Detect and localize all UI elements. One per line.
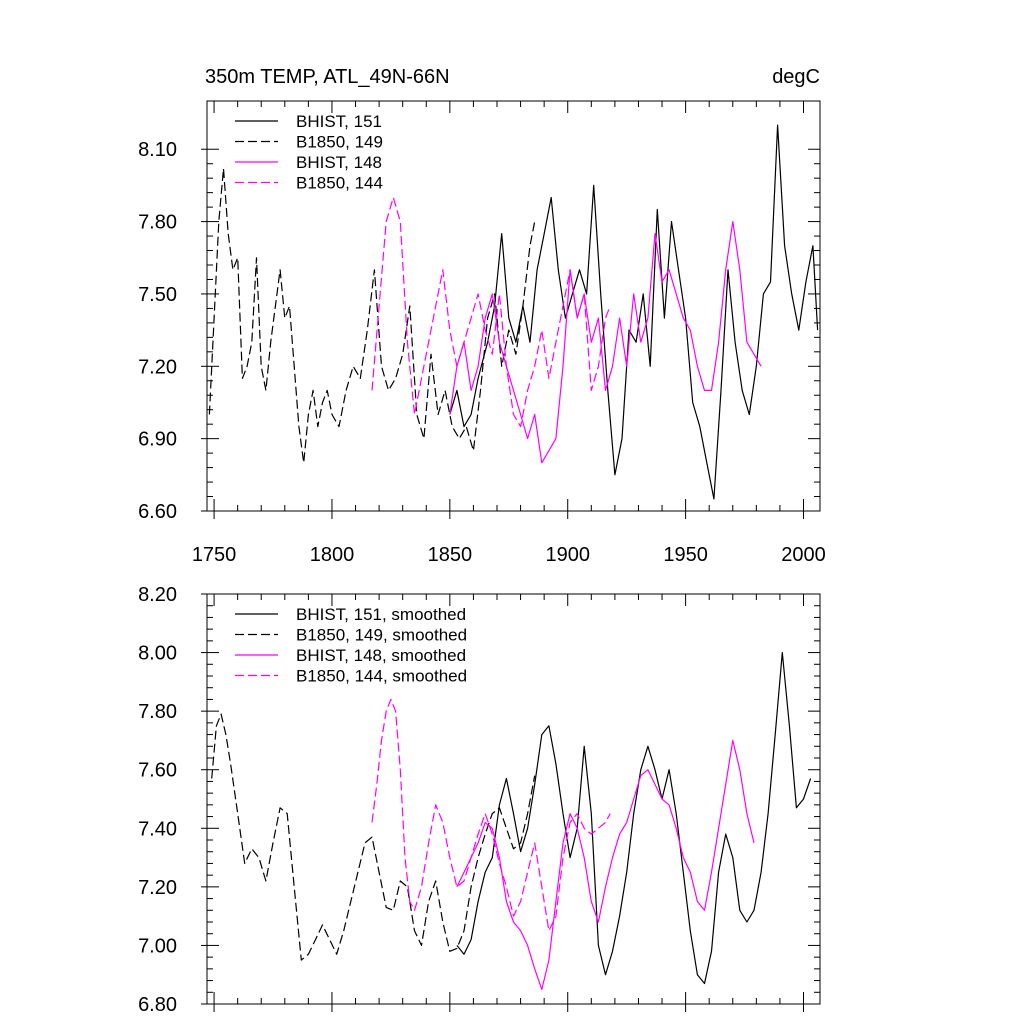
top-chart-title: 350m TEMP, ATL_49N-66N <box>205 66 450 88</box>
legend-label: B1850, 144 <box>296 174 383 193</box>
top-series <box>208 124 819 500</box>
bottom-series-line-2 <box>211 713 536 961</box>
bottom-series-line-3 <box>456 739 755 991</box>
top-chart-units: degC <box>772 66 820 88</box>
y-tick-label: 6.80 <box>138 994 177 1016</box>
y-tick-label: 8.00 <box>138 643 177 665</box>
legend-label: BHIST, 151, smoothed <box>296 605 466 624</box>
legend-label: BHIST, 148 <box>296 153 382 172</box>
y-tick-label: 8.10 <box>138 139 177 161</box>
bottom-tick-labels: 6.80 7.00 7.20 7.40 7.60 7.80 8.00 8.20 <box>138 584 177 1016</box>
x-tick-label: 1850 <box>428 544 473 566</box>
y-tick-label: 7.20 <box>138 877 177 899</box>
x-tick-label: 1750 <box>192 544 237 566</box>
y-tick-label: 7.00 <box>138 935 177 957</box>
y-tick-label: 7.20 <box>138 356 177 378</box>
y-tick-label: 8.20 <box>138 584 177 606</box>
bottom-axis-ticks <box>201 593 820 1012</box>
top-plot-frame <box>206 100 821 512</box>
bottom-legend: BHIST, 151, smoothed B1850, 149, smoothed… <box>235 605 467 686</box>
legend-label: BHIST, 148, smoothed <box>296 646 466 665</box>
top-tick-labels: 1750 1800 1850 1900 1950 2000 6.60 6.90 7.20 7.50… <box>138 139 826 566</box>
bottom-plot-frame <box>206 593 821 1005</box>
y-tick-label: 7.60 <box>138 760 177 782</box>
bottom-panel: 6.80 7.00 7.20 7.40 7.60 7.80 8.00 8.20 BHIST, … <box>138 584 821 1016</box>
top-series-line-4 <box>371 196 611 428</box>
x-tick-label: 2000 <box>781 544 826 566</box>
top-series-line-2 <box>208 167 536 464</box>
legend-label: B1850, 149, smoothed <box>296 626 467 645</box>
legend-label: B1850, 144, smoothed <box>296 667 467 686</box>
bottom-series <box>211 651 812 991</box>
top-panel: 350m TEMP, ATL_49N-66N degC 1750 1800 1850… <box>138 66 826 566</box>
bottom-series-line-4 <box>371 698 611 932</box>
x-tick-label: 1900 <box>545 544 590 566</box>
y-tick-label: 7.50 <box>138 284 177 306</box>
x-tick-label: 1950 <box>663 544 708 566</box>
bottom-series-line-1 <box>456 651 812 985</box>
x-tick-label: 1800 <box>310 544 355 566</box>
y-tick-label: 7.80 <box>138 701 177 723</box>
y-tick-label: 7.40 <box>138 818 177 840</box>
legend-label: BHIST, 151 <box>296 112 382 131</box>
top-series-line-3 <box>449 221 762 464</box>
top-series-line-1 <box>449 124 819 500</box>
y-tick-label: 7.80 <box>138 212 177 234</box>
y-tick-label: 6.90 <box>138 429 177 451</box>
y-tick-label: 6.60 <box>138 501 177 523</box>
top-axis-ticks <box>201 101 820 519</box>
legend-label: B1850, 149 <box>296 133 383 152</box>
